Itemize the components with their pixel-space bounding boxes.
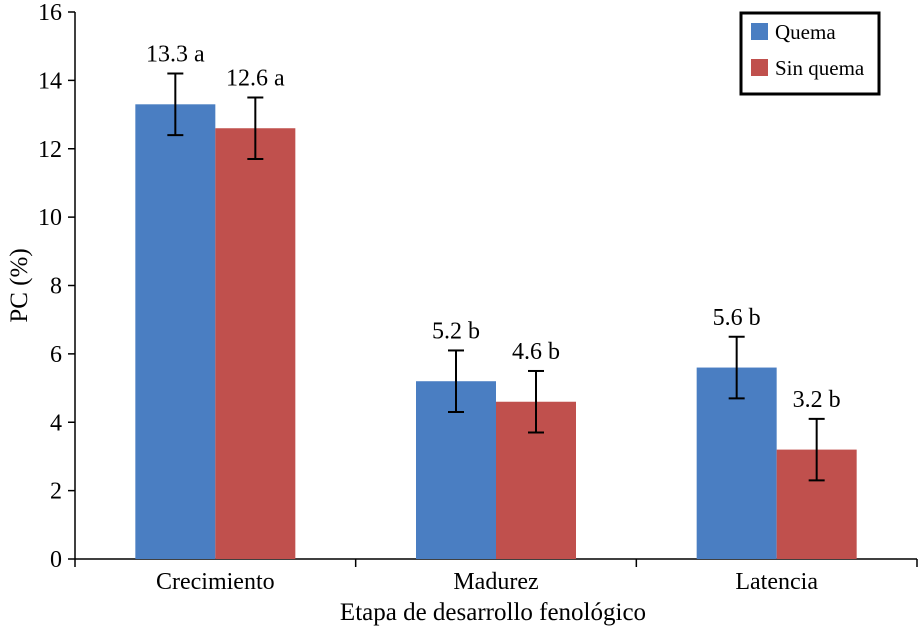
data-label: 5.2 b xyxy=(432,318,480,344)
data-label: 13.3 a xyxy=(146,42,205,68)
bar-quema xyxy=(135,104,216,560)
legend-swatch xyxy=(751,23,768,40)
axes: 0 2 4 6 8 10 12 14 16 Crecimiento Madurez Latencia E… xyxy=(6,0,918,626)
x-axis-title: Etapa de desarrollo fenológico xyxy=(340,599,646,626)
y-tick-label: 4 xyxy=(50,410,62,436)
data-label: 3.2 b xyxy=(793,387,841,413)
bars xyxy=(135,104,857,560)
data-labels: 13.3 a 12.6 a 5.2 b 4.6 b 5.6 b 3.2 b xyxy=(146,42,841,413)
y-tick-label: 12 xyxy=(38,137,62,163)
x-tick-label: Crecimiento xyxy=(156,569,275,595)
data-label: 4.6 b xyxy=(512,339,560,365)
error-bars xyxy=(167,72,825,482)
legend: Quema Sin quema xyxy=(739,11,881,96)
bar-sin-quema xyxy=(215,128,296,560)
x-tick-label: Madurez xyxy=(453,569,538,595)
y-axis-title: PC (%) xyxy=(6,248,33,322)
y-tick-label: 14 xyxy=(38,68,62,94)
y-tick-label: 8 xyxy=(50,274,62,300)
legend-label: Quema xyxy=(775,20,836,44)
y-tick-label: 0 xyxy=(50,547,62,573)
y-tick-label: 16 xyxy=(38,0,62,26)
bar-quema xyxy=(696,367,777,559)
legend-label: Sin quema xyxy=(775,56,865,80)
x-tick-label: Latencia xyxy=(735,569,818,595)
data-label: 12.6 a xyxy=(226,65,285,91)
y-tick-label: 2 xyxy=(50,479,62,505)
data-label: 5.6 b xyxy=(713,305,761,331)
y-tick-label: 6 xyxy=(50,342,62,368)
legend-swatch xyxy=(751,59,768,76)
y-tick-label: 10 xyxy=(38,205,62,231)
